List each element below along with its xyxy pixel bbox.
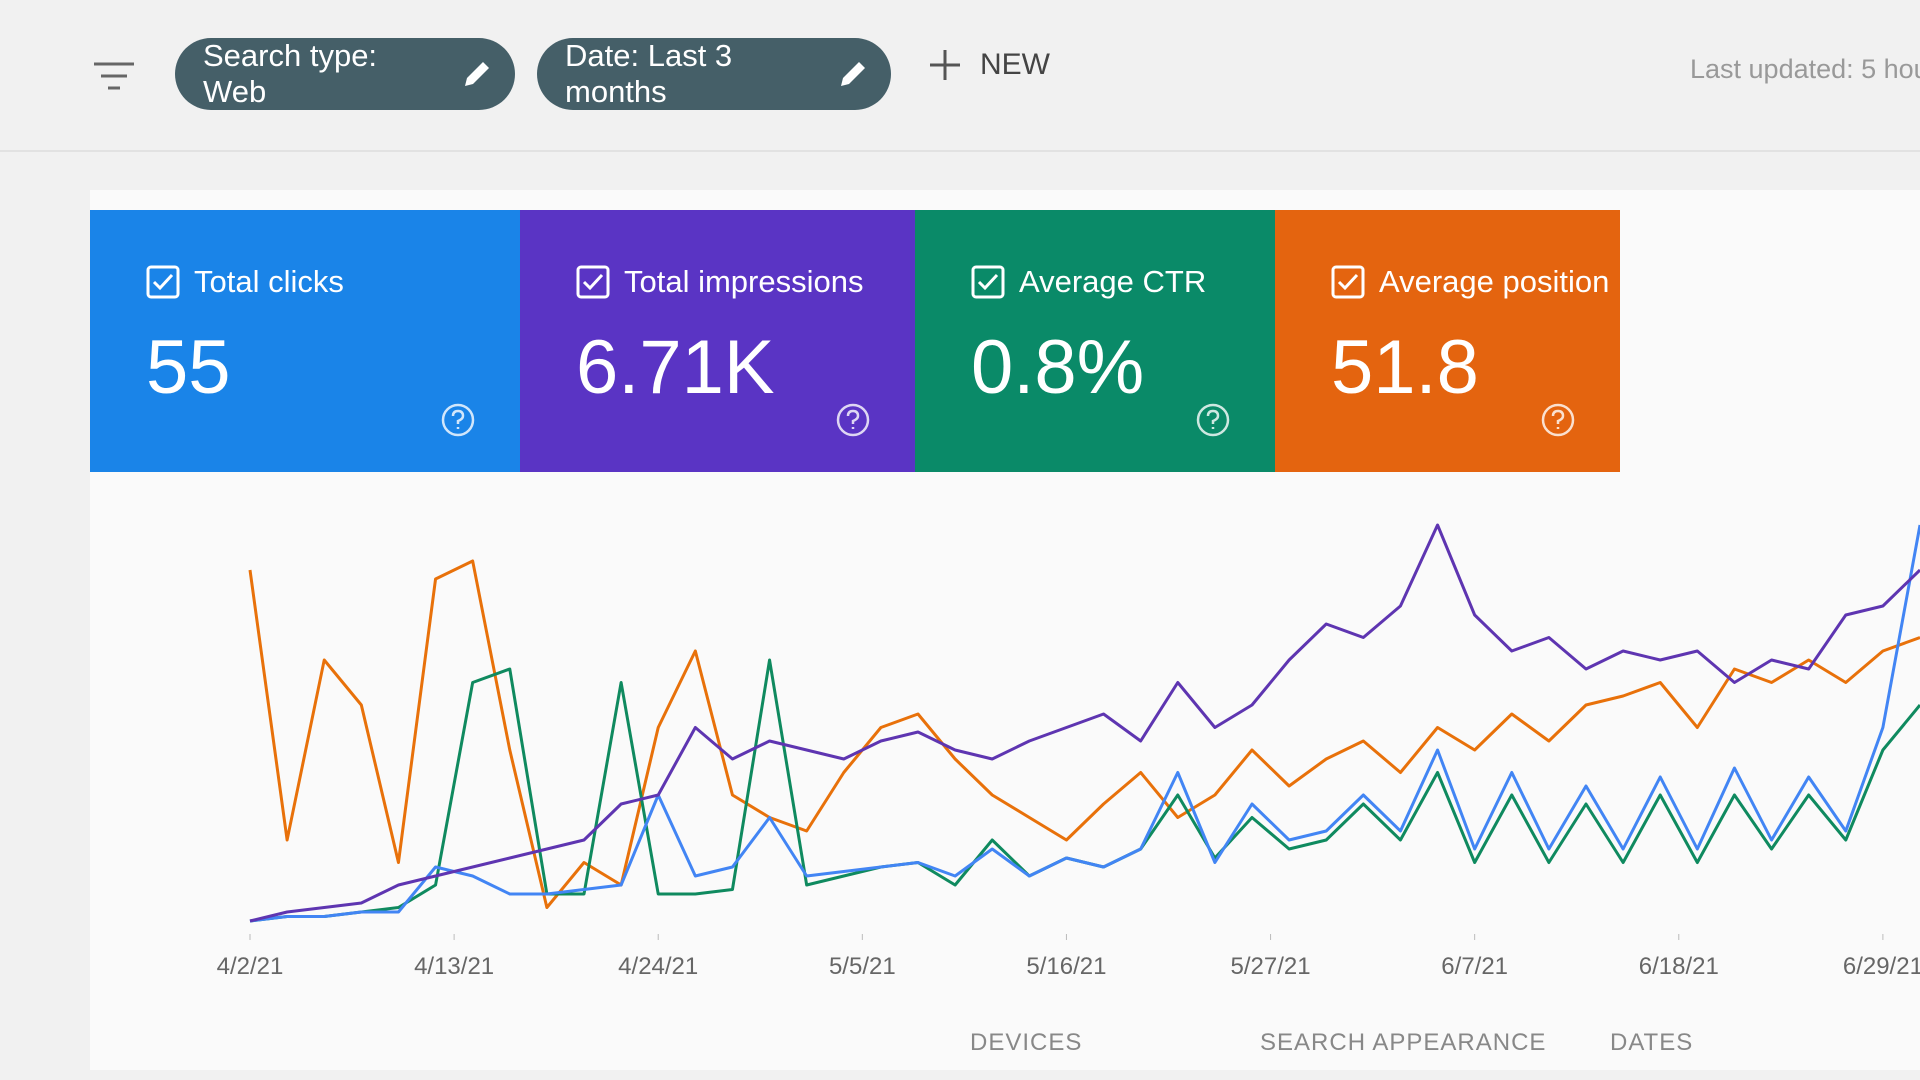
report-panel: Total clicks 55 Total impressions 6.71K Aver… xyxy=(90,190,1920,1070)
help-icon[interactable] xyxy=(1540,402,1576,438)
metric-card[interactable]: Average position 51.8 xyxy=(1275,210,1620,472)
metric-label-row: Total impressions xyxy=(576,264,915,300)
x-tick-label: 6/29/21 xyxy=(1843,953,1920,980)
help-icon[interactable] xyxy=(1195,402,1231,438)
checkbox-box xyxy=(576,265,610,299)
chip-label: Search type: Web xyxy=(203,38,378,109)
metric-value: 55 xyxy=(146,325,231,410)
chip[interactable]: Date: Last 3 months xyxy=(537,38,891,110)
series-line xyxy=(248,559,1920,909)
x-tick-label: 5/5/21 xyxy=(829,953,896,980)
help-circle xyxy=(441,403,475,437)
checkbox xyxy=(146,265,180,299)
checkmark xyxy=(977,273,999,291)
help-mark xyxy=(846,409,860,429)
help-circle xyxy=(836,403,870,437)
metric-label-row: Average position xyxy=(1331,264,1620,300)
metric-label: Average CTR xyxy=(1019,264,1207,299)
checkmark xyxy=(1337,273,1359,291)
x-tick-label: 4/13/21 xyxy=(414,953,494,980)
x-tick-label: 4/24/21 xyxy=(618,953,698,980)
metric-label-row: Average CTR xyxy=(971,264,1275,300)
tab[interactable]: SEARCH APPEARANCE xyxy=(1260,1029,1546,1056)
series-line xyxy=(249,658,1920,923)
metric-label: Total clicks xyxy=(194,264,344,299)
checkbox xyxy=(576,265,610,299)
x-tick-label: 6/18/21 xyxy=(1639,953,1719,980)
last-updated: Last updated: 5 hou xyxy=(1690,54,1920,84)
metric-card[interactable]: Total clicks 55 xyxy=(90,210,520,472)
checkbox xyxy=(1331,265,1365,299)
metric-label: Total impressions xyxy=(624,264,864,299)
help-icon[interactable] xyxy=(835,402,871,438)
edit-icon xyxy=(841,62,865,86)
checkmark xyxy=(582,273,604,291)
metric-value: 0.8% xyxy=(971,325,1145,410)
metric-card[interactable]: Average CTR 0.8% xyxy=(915,210,1275,472)
help-circle xyxy=(1541,403,1575,437)
checkbox-box xyxy=(971,265,1005,299)
x-tick-label: 5/27/21 xyxy=(1231,953,1311,980)
series-line xyxy=(249,524,1920,923)
checkbox xyxy=(971,265,1005,299)
new-label: NEW xyxy=(980,48,1050,81)
help-mark xyxy=(451,409,465,429)
x-tick-label: 5/16/21 xyxy=(1026,953,1106,980)
filter-icon[interactable] xyxy=(92,60,136,92)
x-tick-label: 6/7/21 xyxy=(1441,953,1508,980)
metric-label-row: Total clicks xyxy=(146,264,520,300)
toolbar: Search type: Web Date: Last 3 months NEW… xyxy=(0,0,1920,152)
plus-icon xyxy=(930,50,960,80)
metric-value: 6.71K xyxy=(576,325,775,410)
tab[interactable]: DEVICES xyxy=(970,1029,1082,1056)
checkbox-box xyxy=(146,265,180,299)
chip-label: Date: Last 3 months xyxy=(565,38,733,109)
tab[interactable]: DATES xyxy=(1610,1029,1693,1056)
chip[interactable]: Search type: Web xyxy=(175,38,515,110)
metric-label: Average position xyxy=(1379,264,1610,299)
metric-value: 51.8 xyxy=(1331,325,1479,410)
help-mark xyxy=(1551,409,1565,429)
checkmark xyxy=(152,273,174,291)
metric-card[interactable]: Total impressions 6.71K xyxy=(520,210,915,472)
edit-icon xyxy=(465,62,489,86)
x-tick-label: 4/2/21 xyxy=(217,953,284,980)
new-button[interactable]: NEW xyxy=(930,48,1050,82)
checkbox-box xyxy=(1331,265,1365,299)
help-circle xyxy=(1196,403,1230,437)
help-mark xyxy=(1206,409,1220,429)
help-icon[interactable] xyxy=(440,402,476,438)
series-line xyxy=(249,523,1920,923)
